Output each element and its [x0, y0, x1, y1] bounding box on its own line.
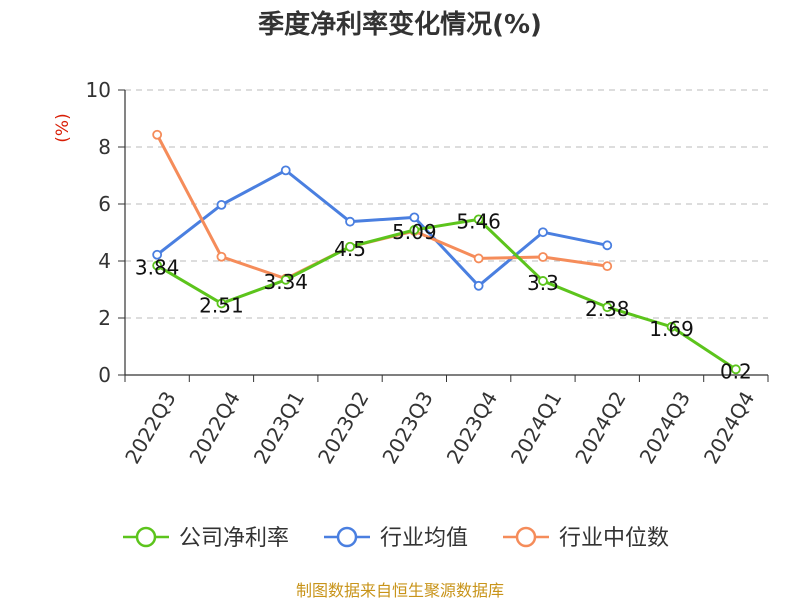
legend-marker: [336, 526, 358, 548]
y-axis-unit-label: (%): [53, 113, 73, 142]
data-point: [216, 298, 227, 309]
data-point: [152, 129, 163, 140]
data-point: [280, 165, 291, 176]
series-line: [156, 217, 737, 371]
data-label: 2.51: [199, 293, 244, 317]
y-tick-label: 8: [98, 135, 111, 159]
x-tick-label: 2024Q3: [635, 387, 695, 468]
x-tick-label: 2022Q3: [120, 387, 180, 468]
data-label: 5.09: [392, 220, 437, 244]
data-label: 4.5: [334, 237, 366, 261]
data-point: [473, 280, 484, 291]
x-tick-label: 2023Q2: [313, 387, 373, 468]
data-point: [216, 251, 227, 262]
legend-label: 公司净利率: [179, 526, 289, 551]
chart-title: 季度净利率变化情况(%): [258, 10, 542, 40]
legend-item-1[interactable]: 行业均值: [324, 526, 468, 551]
data-point: [409, 225, 420, 235]
data-point: [216, 199, 227, 210]
x-tick-label: 2024Q4: [699, 387, 759, 468]
data-label: 5.46: [456, 209, 501, 233]
data-point: [602, 302, 613, 313]
data-label: 3.34: [263, 270, 308, 294]
data-point: [602, 240, 613, 251]
data-label: 3.3: [527, 271, 559, 295]
data-point: [666, 321, 677, 332]
data-point: [473, 253, 484, 264]
data-point: [345, 216, 355, 227]
y-tick-label: 0: [98, 363, 111, 387]
legend-item-2[interactable]: 行业中位数: [503, 526, 669, 551]
series-0: [152, 214, 741, 375]
data-point: [473, 214, 484, 225]
x-tick-label: 2024Q1: [506, 387, 566, 468]
data-point: [730, 364, 741, 375]
y-tick-label: 2: [98, 306, 111, 330]
data-point: [602, 261, 613, 272]
x-tick-label: 2022Q4: [184, 387, 244, 468]
series-lines: [152, 129, 741, 375]
source-note: 制图数据来自恒生聚源数据库: [295, 581, 504, 600]
data-point: [409, 212, 420, 223]
legend-item-0[interactable]: 公司净利率: [123, 526, 289, 551]
data-label: 3.84: [135, 256, 180, 280]
x-tick-label: 2023Q1: [249, 387, 309, 468]
data-point: [538, 276, 548, 286]
y-tick-label: 6: [98, 192, 111, 216]
data-point: [538, 252, 548, 262]
data-labels: 3.84 2.51 3.34 4.5 5.09 5.46 3.3 2.38 1.69 0.2: [135, 209, 752, 383]
legend-label: 行业中位数: [559, 526, 669, 551]
data-point: [152, 260, 163, 271]
x-tick-label: 2024Q2: [570, 387, 630, 468]
data-point: [152, 249, 163, 260]
y-tick-label: 10: [86, 78, 111, 102]
legend: 公司净利率 行业均值 行业中位数: [123, 526, 669, 551]
data-point: [280, 274, 291, 285]
y-tick-label: 4: [98, 249, 111, 273]
x-tick-label: 2023Q3: [377, 387, 437, 468]
series-1: [152, 165, 613, 291]
legend-marker: [135, 526, 157, 548]
grid-lines: [125, 89, 768, 319]
data-label: 1.69: [649, 317, 694, 341]
legend-marker: [515, 526, 537, 548]
x-tick-label: 2023Q4: [442, 387, 502, 468]
data-point: [538, 227, 548, 238]
data-label: 0.2: [720, 359, 752, 383]
data-point: [345, 241, 355, 252]
data-label: 2.38: [585, 297, 630, 321]
legend-label: 行业均值: [380, 526, 468, 551]
series-line: [156, 168, 608, 288]
